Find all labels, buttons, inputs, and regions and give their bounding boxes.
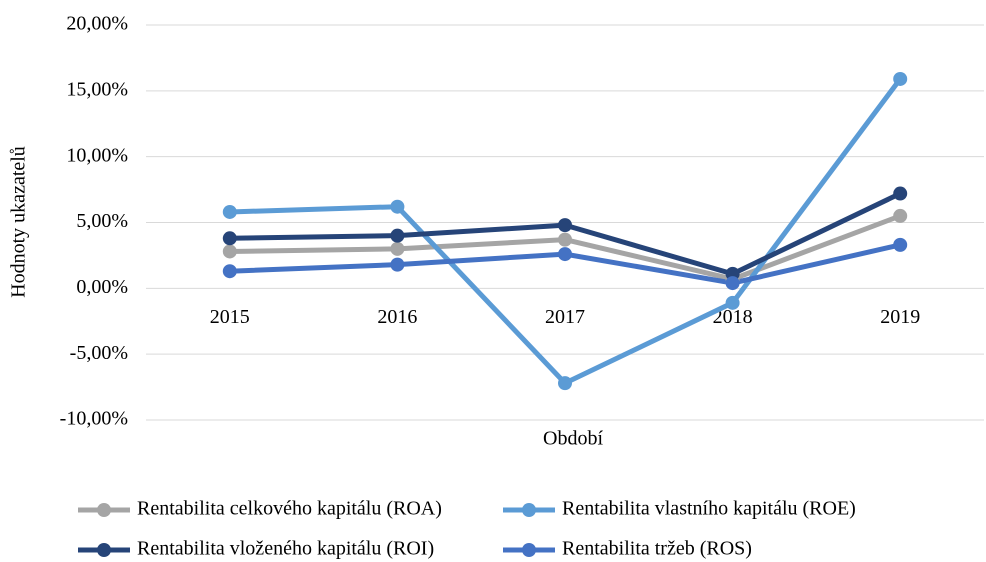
data-point — [558, 232, 572, 247]
data-point — [390, 199, 405, 214]
data-point — [390, 257, 405, 272]
y-tick-label: 5,00% — [76, 210, 128, 232]
data-point — [222, 244, 237, 259]
data-point — [725, 276, 740, 291]
y-tick-label: -5,00% — [70, 342, 128, 364]
x-tick-label: 2015 — [210, 306, 250, 328]
legend-marker — [97, 543, 111, 557]
data-point — [725, 295, 740, 310]
y-tick-label: 10,00% — [66, 144, 128, 166]
data-point — [222, 231, 237, 246]
legend-marker — [522, 543, 536, 557]
data-point — [390, 241, 405, 256]
y-tick-label: 0,00% — [76, 276, 128, 298]
data-point — [390, 228, 405, 243]
legend-marker — [522, 503, 536, 517]
data-point — [558, 218, 572, 233]
y-tick-label: -10,00% — [60, 408, 128, 430]
y-axis-title: Hodnoty ukazatelů — [8, 146, 30, 298]
data-point — [222, 264, 237, 279]
legend-label: Rentabilita celkového kapitálu (ROA) — [137, 498, 442, 520]
data-point — [558, 376, 572, 391]
y-tick-label: 15,00% — [66, 78, 128, 100]
data-point — [558, 247, 572, 262]
x-tick-label: 2016 — [377, 306, 417, 328]
legend-label: Rentabilita vlastního kapitálu (ROE) — [562, 498, 856, 520]
x-tick-label: 2019 — [880, 306, 920, 328]
legend-label: Rentabilita vloženého kapitálu (ROI) — [137, 538, 434, 560]
data-point — [893, 208, 908, 223]
legend-marker — [97, 503, 111, 517]
y-tick-label: 20,00% — [66, 13, 128, 35]
data-point — [222, 204, 237, 219]
x-axis-title: Období — [543, 428, 603, 450]
x-tick-label: 2017 — [545, 306, 585, 328]
data-point — [893, 237, 908, 252]
data-point — [893, 186, 908, 201]
x-tick-label: 2018 — [713, 306, 753, 328]
legend-label: Rentabilita tržeb (ROS) — [562, 538, 752, 560]
data-point — [893, 71, 908, 86]
